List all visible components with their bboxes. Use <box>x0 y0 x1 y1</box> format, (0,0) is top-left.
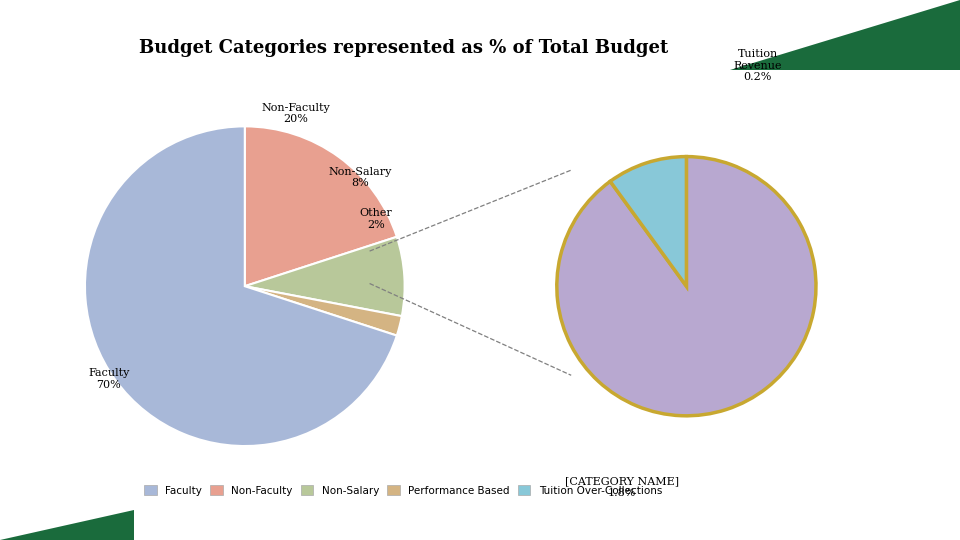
Wedge shape <box>245 286 402 335</box>
Text: [CATEGORY NAME]
1.8%: [CATEGORY NAME] 1.8% <box>564 476 679 498</box>
Text: Budget Categories represented as % of Total Budget: Budget Categories represented as % of To… <box>138 39 668 57</box>
Polygon shape <box>0 510 134 540</box>
Wedge shape <box>245 126 396 286</box>
Wedge shape <box>611 157 686 286</box>
Text: Non-Salary
8%: Non-Salary 8% <box>328 167 392 188</box>
Polygon shape <box>730 0 960 70</box>
Wedge shape <box>245 237 404 316</box>
Text: UNIVERSITY  of  SOUTH  FLORIDA: UNIVERSITY of SOUTH FLORIDA <box>38 29 233 42</box>
Text: Non-Faculty
20%: Non-Faculty 20% <box>261 103 330 124</box>
Text: Tuition
Revenue
0.2%: Tuition Revenue 0.2% <box>733 49 782 83</box>
Wedge shape <box>557 157 816 416</box>
Wedge shape <box>85 126 396 446</box>
Text: Other
2%: Other 2% <box>359 208 393 230</box>
Text: Faculty
70%: Faculty 70% <box>88 368 130 390</box>
Legend: Faculty, Non-Faculty, Non-Salary, Performance Based, Tuition Over-Collections: Faculty, Non-Faculty, Non-Salary, Perfor… <box>140 481 666 500</box>
